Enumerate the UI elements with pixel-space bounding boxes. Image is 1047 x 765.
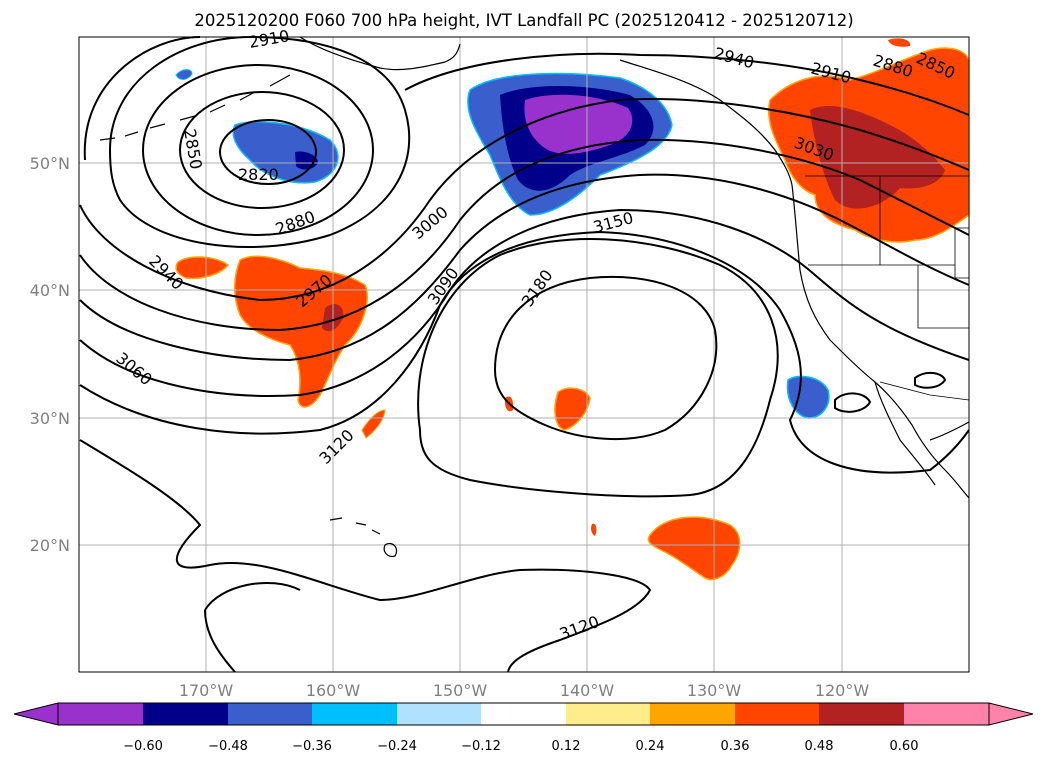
contour-3150 [417,237,779,498]
contour-2940 [83,36,970,161]
colorbar-tick: 0.36 [721,739,750,754]
negative-region-socal [786,375,830,419]
colorbar-over-arrow [988,702,1034,726]
map-panel: 2910 2940 2910 2880 2850 2850 2820 2880 … [78,26,970,673]
lon-label: 170°W [179,681,234,700]
positive-region-topcap [888,38,911,47]
lat-label: 30°N [30,409,70,428]
us-west-coast [791,184,970,499]
lat-label: 40°N [30,281,70,300]
colorbar-tick: 0.60 [890,739,919,754]
contour-label: 2820 [238,165,279,184]
colorbar-bin [481,703,566,725]
positive-region-streak [361,409,386,439]
colorbar-bin [566,703,650,725]
colorbar-bin [143,703,228,725]
colorbar: −0.60 −0.48 −0.36 −0.24 −0.12 0.12 0.24 … [13,702,1034,754]
aleutians [99,74,291,141]
negative-region-small [175,69,193,80]
contour-3090 [79,230,970,474]
figure-title: 2025120200 F060 700 hPa height, IVT Land… [194,11,853,30]
colorbar-bin [228,703,312,725]
colorbar-tick: 0.12 [552,739,581,754]
hawaii-islands [329,517,398,557]
colorbar-tick: 0.48 [805,739,834,754]
us-mexico-border [879,381,970,401]
positive-region-northwest-core [810,105,945,209]
state-border-3 [917,265,969,329]
contour-3060 [79,208,970,397]
mexico-coast [929,421,970,441]
contour-3120-west [204,582,301,673]
alaska-coast [299,36,461,71]
colorbar-frame [57,702,990,726]
colorbar-tick: −0.12 [461,739,501,754]
colorbar-tick: −0.48 [208,739,248,754]
colorbar-bin [58,703,143,725]
map-frame [78,36,970,673]
contour-2970 [79,98,970,302]
lon-label: 120°W [815,681,870,700]
colorbar-ticks: −0.60 −0.48 −0.36 −0.24 −0.12 0.12 0.24 … [123,739,918,754]
lat-label: 50°N [30,154,70,173]
colorbar-bin [819,703,904,725]
colorbar-bin [312,703,397,725]
lon-label: 150°W [433,681,488,700]
positive-region-subtropic-c [591,523,597,536]
contour-3180 [493,275,718,441]
contour-3120-south [79,439,652,673]
contour-3000 [79,138,970,332]
coastlines [99,36,970,557]
lon-label: 140°W [560,681,615,700]
contour-2910 [108,35,411,249]
contour-3030 [79,173,970,362]
colorbar-bins [58,703,989,725]
contour-2820 [219,119,317,185]
colorbar-bin [650,703,735,725]
contour-2880 [142,64,374,236]
positive-region-west [175,256,230,280]
contour-small-2 [914,372,947,389]
contour-small-low [834,392,872,413]
lon-label: 160°W [306,681,361,700]
positive-region-south [647,516,741,581]
baja-coast [874,381,936,486]
colorbar-bin [735,703,819,725]
colorbar-tick: −0.36 [292,739,332,754]
longitude-labels: 170°W 160°W 150°W 140°W 130°W 120°W [179,681,870,700]
colorbar-tick: −0.24 [377,739,417,754]
latitude-labels: 50°N 40°N 30°N 20°N [30,154,70,555]
lat-label: 20°N [30,536,70,555]
negative-region-gulf-inner [524,94,633,154]
positive-region-subtropic-a [554,387,591,431]
colorbar-bin [397,703,481,725]
colorbar-under-arrow [13,702,59,726]
contour-2850 [179,91,345,209]
bc-coast [619,59,793,186]
colorbar-bin [904,703,989,725]
lon-label: 130°W [687,681,742,700]
colorbar-tick: 0.24 [636,739,665,754]
height-contours [79,35,970,673]
colorbar-tick: −0.60 [123,739,163,754]
